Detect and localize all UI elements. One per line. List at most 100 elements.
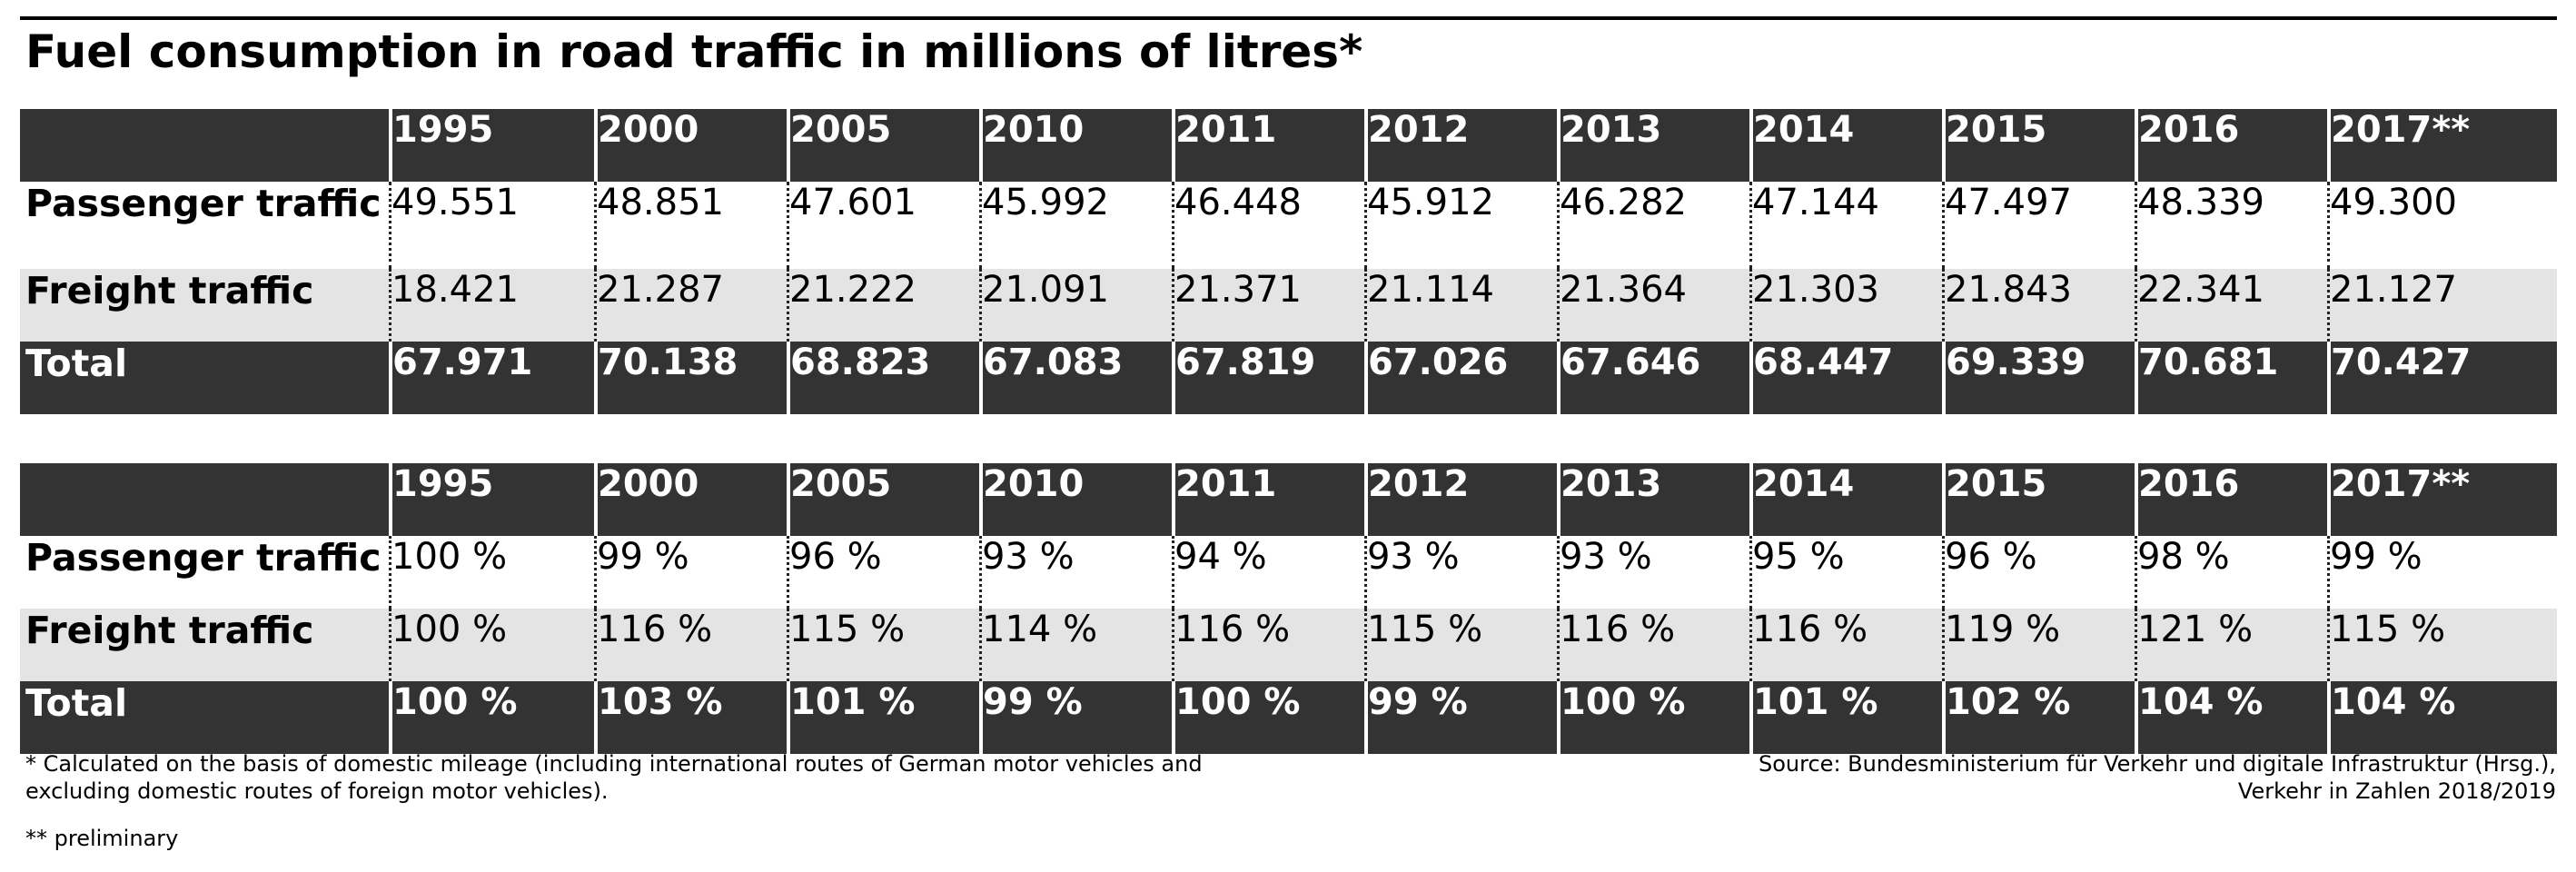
table-cell: 21.091 xyxy=(979,269,1172,342)
table-cell: 70.427 xyxy=(2327,342,2557,414)
column-header-year: 2010 xyxy=(979,463,1172,536)
column-header-year: 1995 xyxy=(389,109,594,182)
footnote-line-2: excluding domestic routes of foreign mot… xyxy=(25,778,609,804)
row-label: Passenger traffic xyxy=(20,536,389,609)
table-cell: 99 % xyxy=(594,536,787,609)
table-cell: 100 % xyxy=(389,609,594,681)
fuel-index-table: 1995 2000 2005 2010 2011 2012 2013 2014 2015 2016… xyxy=(20,463,2557,754)
top-rule xyxy=(20,16,2557,20)
fuel-consumption-table: 1995 2000 2005 2010 2011 2012 2013 2014 2015 2016… xyxy=(20,109,2557,414)
column-header-year: 2013 xyxy=(1557,463,1749,536)
footnote-line-1: * Calculated on the basis of domestic mi… xyxy=(25,751,1203,777)
table-cell: 115 % xyxy=(1364,609,1557,681)
footnote-preliminary: ** preliminary xyxy=(25,826,179,851)
table-cell: 46.282 xyxy=(1557,182,1749,269)
table-cell: 47.497 xyxy=(1942,182,2135,269)
table-cell: 49.300 xyxy=(2327,182,2557,269)
column-header-year: 2012 xyxy=(1364,109,1557,182)
column-header-year: 2000 xyxy=(594,463,787,536)
footnote-calculation: * Calculated on the basis of domestic mi… xyxy=(25,750,1203,805)
table-cell: 121 % xyxy=(2135,609,2327,681)
source-line-2: Verkehr in Zahlen 2018/2019 xyxy=(2237,778,2556,804)
table-cell: 21.303 xyxy=(1749,269,1942,342)
table-cell: 68.447 xyxy=(1749,342,1942,414)
table-cell: 48.339 xyxy=(2135,182,2327,269)
table-cell: 45.992 xyxy=(979,182,1172,269)
table-cell: 119 % xyxy=(1942,609,2135,681)
table-cell: 67.971 xyxy=(389,342,594,414)
table-cell: 69.339 xyxy=(1942,342,2135,414)
column-header-year: 2014 xyxy=(1749,463,1942,536)
column-header-year: 2012 xyxy=(1364,463,1557,536)
table-cell: 116 % xyxy=(1557,609,1749,681)
table-cell: 101 % xyxy=(1749,681,1942,754)
column-header-year: 2016 xyxy=(2135,109,2327,182)
table-cell: 102 % xyxy=(1942,681,2135,754)
table-cell: 67.819 xyxy=(1172,342,1364,414)
table-cell: 48.851 xyxy=(594,182,787,269)
column-header-year: 2017** xyxy=(2327,109,2557,182)
table-cell: 100 % xyxy=(389,536,594,609)
table-cell: 67.646 xyxy=(1557,342,1749,414)
source-line-1: Source: Bundesministerium für Verkehr un… xyxy=(1759,751,2556,777)
column-header-year: 2005 xyxy=(787,463,979,536)
table-cell: 104 % xyxy=(2135,681,2327,754)
column-header-year: 2005 xyxy=(787,109,979,182)
table-cell: 67.083 xyxy=(979,342,1172,414)
table-cell: 98 % xyxy=(2135,536,2327,609)
table-cell: 99 % xyxy=(979,681,1172,754)
table-cell: 104 % xyxy=(2327,681,2557,754)
table-cell: 21.127 xyxy=(2327,269,2557,342)
table-cell: 21.843 xyxy=(1942,269,2135,342)
table-cell: 47.601 xyxy=(787,182,979,269)
table-cell: 103 % xyxy=(594,681,787,754)
column-header-year: 2011 xyxy=(1172,109,1364,182)
table-cell: 70.138 xyxy=(594,342,787,414)
column-header-year: 2015 xyxy=(1942,109,2135,182)
column-header-year: 2015 xyxy=(1942,463,2135,536)
table-cell: 99 % xyxy=(1364,681,1557,754)
column-header-year: 2014 xyxy=(1749,109,1942,182)
header-corner xyxy=(20,109,389,182)
table-cell: 18.421 xyxy=(389,269,594,342)
table-cell: 93 % xyxy=(1364,536,1557,609)
table-cell: 47.144 xyxy=(1749,182,1942,269)
row-label: Freight traffic xyxy=(20,269,389,342)
table-cell: 116 % xyxy=(594,609,787,681)
table-cell: 21.371 xyxy=(1172,269,1364,342)
table-cell: 94 % xyxy=(1172,536,1364,609)
table-cell: 21.114 xyxy=(1364,269,1557,342)
table-cell: 49.551 xyxy=(389,182,594,269)
table-cell: 93 % xyxy=(1557,536,1749,609)
table-cell: 116 % xyxy=(1172,609,1364,681)
table-cell: 99 % xyxy=(2327,536,2557,609)
table-cell: 114 % xyxy=(979,609,1172,681)
header-corner xyxy=(20,463,389,536)
source-note: Source: Bundesministerium für Verkehr un… xyxy=(1759,750,2556,805)
table-cell: 45.912 xyxy=(1364,182,1557,269)
row-label: Freight traffic xyxy=(20,609,389,681)
table-cell: 116 % xyxy=(1749,609,1942,681)
table-cell: 68.823 xyxy=(787,342,979,414)
column-header-year: 2011 xyxy=(1172,463,1364,536)
table-cell: 101 % xyxy=(787,681,979,754)
table-cell: 46.448 xyxy=(1172,182,1364,269)
column-header-year: 1995 xyxy=(389,463,594,536)
table-cell: 70.681 xyxy=(2135,342,2327,414)
column-header-year: 2010 xyxy=(979,109,1172,182)
column-header-year: 2016 xyxy=(2135,463,2327,536)
table-cell: 96 % xyxy=(1942,536,2135,609)
table-cell: 100 % xyxy=(389,681,594,754)
table-cell: 21.222 xyxy=(787,269,979,342)
table-cell: 100 % xyxy=(1557,681,1749,754)
table-cell: 22.341 xyxy=(2135,269,2327,342)
table-cell: 100 % xyxy=(1172,681,1364,754)
table-cell: 115 % xyxy=(2327,609,2557,681)
column-header-year: 2013 xyxy=(1557,109,1749,182)
column-header-year: 2000 xyxy=(594,109,787,182)
table-cell: 93 % xyxy=(979,536,1172,609)
row-label: Total xyxy=(20,681,389,754)
column-header-year: 2017** xyxy=(2327,463,2557,536)
table-cell: 21.364 xyxy=(1557,269,1749,342)
row-label: Total xyxy=(20,342,389,414)
